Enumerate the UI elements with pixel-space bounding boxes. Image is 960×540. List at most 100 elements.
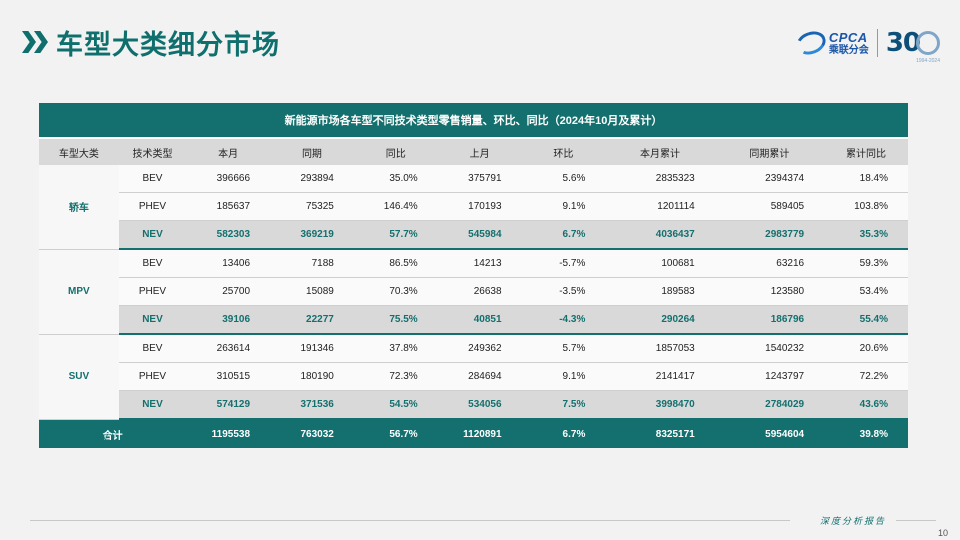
table-cell: 35.0% (353, 165, 438, 193)
table-cell: 25700 (186, 277, 271, 306)
total-label: 合计 (39, 419, 187, 448)
tech-type-cell: BEV (118, 249, 187, 278)
table-row-total: 合计 1195538 763032 56.7% 1120891 6.7% 8325171 59… (39, 419, 908, 448)
table-cell: 75.5% (353, 305, 438, 335)
table-cell: 6.7% (521, 220, 606, 250)
total-cell: 763032 (270, 419, 354, 448)
table-cell: 40851 (437, 305, 522, 335)
table-cell: 375791 (437, 165, 522, 193)
anniversary-years: 1994-2024 (916, 58, 940, 64)
table-cell: 2835323 (605, 165, 715, 193)
tech-type-cell: PHEV (118, 362, 187, 391)
double-chevron-icon (22, 31, 48, 53)
table-cell: 7.5% (521, 390, 606, 420)
table-cell: 72.2% (824, 362, 908, 391)
table-cell: 369219 (270, 220, 354, 250)
total-cell: 56.7% (353, 419, 438, 448)
table-cell: 293894 (270, 165, 354, 193)
table-cell: 1540232 (714, 334, 825, 363)
anniversary-ring-icon (916, 31, 940, 55)
table-cell: -4.3% (521, 305, 606, 335)
table-cell: 574129 (186, 390, 271, 420)
cpca-logo-en: CPCA (828, 29, 868, 45)
total-cell: 1195538 (186, 419, 271, 448)
table-cell: 26638 (437, 277, 522, 306)
table-cell: 13406 (186, 249, 271, 278)
title-bar: 车型大类细分市场 (22, 22, 280, 62)
table-cell: 5.7% (521, 334, 606, 363)
table-row: PHEV 25700 15089 70.3% 26638 -3.5% 189583 12358… (39, 277, 908, 306)
total-cell: 8325171 (605, 419, 715, 448)
table-cell: 582303 (186, 220, 271, 250)
tech-type-cell: NEV (118, 390, 187, 420)
table-cell: 20.6% (824, 334, 908, 363)
table-row-nev: NEV 39106 22277 75.5% 40851 -4.3% 290264 186796… (39, 305, 908, 335)
table-cell: 534056 (437, 390, 522, 420)
table-cell: 75325 (270, 192, 354, 221)
column-header: 环比 (521, 138, 606, 165)
table-cell: 1857053 (605, 334, 715, 363)
column-header: 累计同比 (824, 138, 908, 165)
category-cell: SUV (39, 334, 119, 420)
table-cell: 43.6% (824, 390, 908, 420)
bottom-divider (30, 520, 790, 521)
table-cell: 5.6% (521, 165, 606, 193)
table-cell: 2983779 (714, 220, 825, 250)
column-header: 车型大类 (39, 138, 119, 165)
table-cell: 100681 (605, 249, 715, 278)
table-cell: 14213 (437, 249, 522, 278)
table-cell: 57.7% (353, 220, 438, 250)
category-cell: MPV (39, 249, 119, 335)
table-cell: 3998470 (605, 390, 715, 420)
table-cell: 263614 (186, 334, 271, 363)
table-cell: -3.5% (521, 277, 606, 306)
table-caption: 新能源市场各车型不同技术类型零售销量、环比、同比（2024年10月及累计） (39, 103, 908, 139)
table-cell: 185637 (186, 192, 271, 221)
table-cell: 2394374 (714, 165, 825, 193)
tech-type-cell: NEV (118, 220, 187, 250)
logo-divider (876, 29, 878, 57)
table-cell: 39106 (186, 305, 271, 335)
table-cell: 186796 (714, 305, 825, 335)
table-cell: 59.3% (824, 249, 908, 278)
table-cell: 9.1% (521, 192, 606, 221)
column-header: 上月 (437, 138, 522, 165)
page-number: 10 (937, 528, 948, 538)
table-body: 轿车 BEV 396666 293894 35.0% 375791 5.6% 2835323 2… (39, 165, 908, 448)
table-cell: 55.4% (824, 305, 908, 335)
table-header-row: 车型大类 技术类型 本月 同期 同比 上月 环比 本月累计 同期累计 累计同比 (39, 138, 908, 165)
table-cell: 86.5% (353, 249, 438, 278)
table-cell: 37.8% (353, 334, 438, 363)
table-cell: 63216 (714, 249, 825, 278)
table-cell: 1201114 (605, 192, 715, 221)
table-cell: 371536 (270, 390, 354, 420)
table-cell: 2784029 (714, 390, 825, 420)
table-cell: 54.5% (353, 390, 438, 420)
table-cell: 18.4% (824, 165, 908, 193)
total-cell: 1120891 (437, 419, 522, 448)
anniversary-number: 30 (885, 28, 921, 58)
table-row: PHEV 310515 180190 72.3% 284694 9.1% 2141417 12… (39, 362, 908, 391)
tech-type-cell: BEV (118, 165, 187, 193)
column-header: 同期累计 (714, 138, 825, 165)
table-row-nev: NEV 574129 371536 54.5% 534056 7.5% 3998470 278… (39, 390, 908, 420)
report-tagline: 深度分析报告 (820, 516, 887, 526)
table-cell: 70.3% (353, 277, 438, 306)
logo-area: CPCA 乘联分会 30 1994-2024 (792, 26, 940, 64)
total-cell: 39.8% (824, 419, 908, 448)
table-cell: 9.1% (521, 362, 606, 391)
cpca-swirl-icon (792, 27, 829, 59)
column-header: 技术类型 (118, 138, 187, 165)
table-cell: 290264 (605, 305, 715, 335)
table-cell: 15089 (270, 277, 354, 306)
table-cell: 103.8% (824, 192, 908, 221)
table-cell: 35.3% (824, 220, 908, 250)
table-cell: 22277 (270, 305, 354, 335)
tech-type-cell: PHEV (118, 277, 187, 306)
tech-type-cell: NEV (118, 305, 187, 335)
table-row: 轿车 BEV 396666 293894 35.0% 375791 5.6% 2835323 2… (39, 165, 908, 250)
table-cell: 310515 (186, 362, 271, 391)
table-cell: 7188 (270, 249, 354, 278)
tech-type-cell: PHEV (118, 192, 187, 221)
table-cell: 53.4% (824, 277, 908, 306)
